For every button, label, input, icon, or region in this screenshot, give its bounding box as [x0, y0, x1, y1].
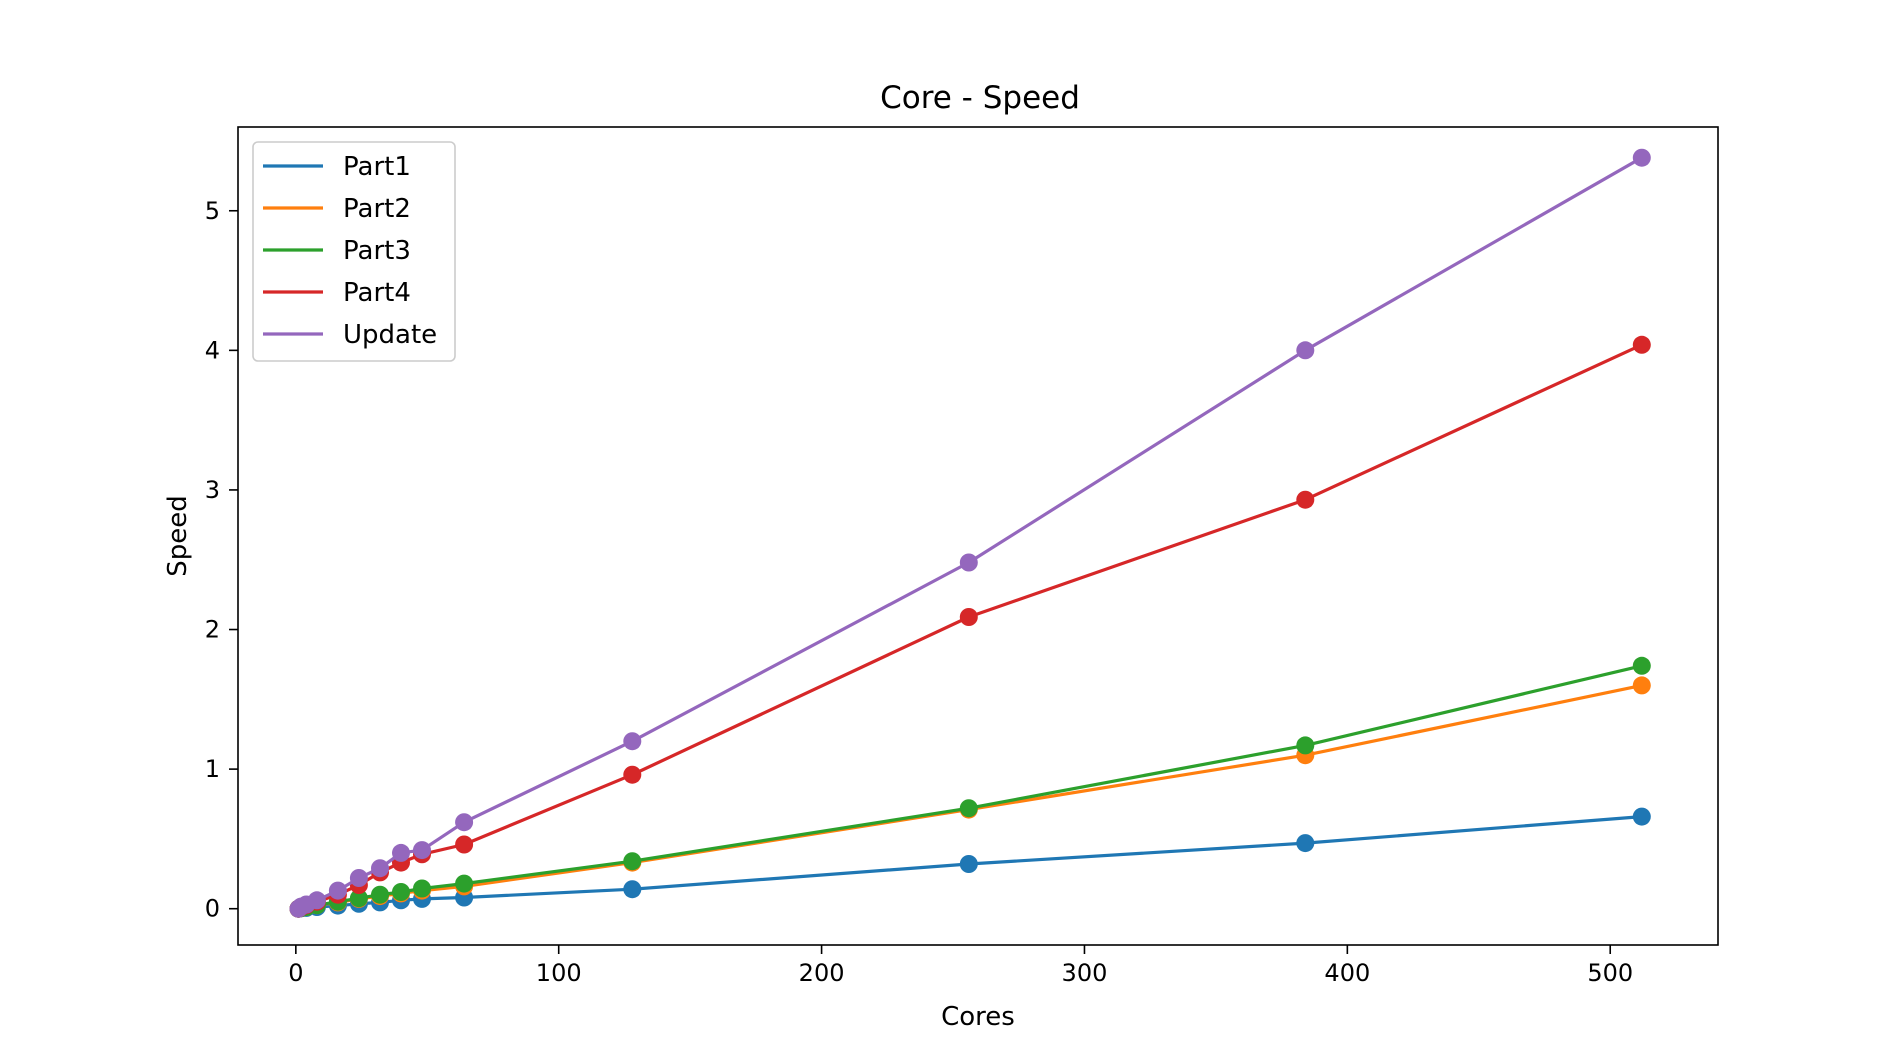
legend-label-part4: Part4 — [343, 278, 411, 308]
series-part1 — [289, 807, 1651, 918]
legend-label-part2: Part2 — [343, 194, 411, 224]
y-axis: 0 1 2 3 4 5 — [205, 197, 238, 923]
x-axis-label: Cores — [941, 1002, 1015, 1032]
x-tick-label: 500 — [1587, 959, 1633, 987]
data-point-part1 — [959, 855, 978, 873]
x-tick-label: 200 — [799, 959, 845, 987]
chart-title: Core - Speed — [880, 80, 1080, 116]
data-point-update — [392, 843, 410, 862]
series-part3 — [289, 656, 1651, 918]
data-point-part4 — [623, 765, 642, 784]
x-tick-label: 0 — [288, 959, 303, 987]
data-point-update — [959, 553, 978, 572]
legend-label-part1: Part1 — [343, 152, 411, 182]
data-point-update — [371, 859, 389, 878]
y-tick-label: 4 — [205, 336, 220, 364]
data-point-part2 — [1632, 676, 1651, 695]
y-tick-label: 1 — [205, 755, 220, 783]
data-point-update — [307, 891, 326, 910]
plot-area — [237, 126, 1719, 946]
series-line-part2 — [296, 683, 1644, 911]
data-point-part3 — [623, 852, 642, 871]
y-axis-label: Speed — [163, 495, 193, 577]
data-point-update — [1296, 341, 1315, 360]
data-point-part3 — [349, 889, 368, 908]
data-point-update — [455, 813, 474, 832]
y-tick-label: 5 — [205, 197, 220, 225]
data-point-part3 — [392, 883, 410, 901]
x-tick-label: 300 — [1062, 959, 1108, 987]
data-point-part3 — [371, 885, 389, 904]
legend: Part1 Part2 Part3 Part4 Update — [252, 141, 456, 362]
y-tick-label: 3 — [205, 476, 220, 504]
data-point-part3 — [1632, 656, 1651, 675]
data-point-part4 — [959, 608, 978, 626]
series-line-part4 — [296, 343, 1644, 911]
data-point-part3 — [1296, 736, 1315, 755]
series-line-update — [296, 156, 1644, 911]
data-point-part3 — [413, 879, 431, 898]
y-tick-label: 2 — [205, 616, 220, 644]
data-point-part1 — [1632, 807, 1651, 826]
legend-label-update: Update — [343, 320, 437, 350]
data-point-part1 — [1296, 834, 1315, 853]
legend-box — [252, 141, 456, 362]
series-layer — [289, 148, 1651, 918]
legend-label-part3: Part3 — [343, 236, 411, 266]
data-point-update — [623, 732, 642, 751]
series-update — [289, 148, 1651, 918]
data-point-part4 — [1632, 335, 1651, 354]
data-point-update — [328, 881, 347, 900]
x-axis: 0 100 200 300 400 500 — [288, 945, 1633, 987]
data-point-part3 — [455, 874, 474, 893]
y-tick-label: 0 — [205, 895, 220, 923]
data-point-update — [1632, 148, 1651, 167]
data-point-part4 — [455, 835, 474, 854]
x-tick-label: 400 — [1324, 959, 1370, 987]
data-point-part1 — [623, 880, 642, 899]
data-point-part4 — [1296, 490, 1315, 509]
data-point-part3 — [959, 799, 978, 818]
data-point-update — [349, 869, 368, 887]
data-point-update — [413, 841, 431, 860]
x-tick-label: 100 — [536, 959, 582, 987]
